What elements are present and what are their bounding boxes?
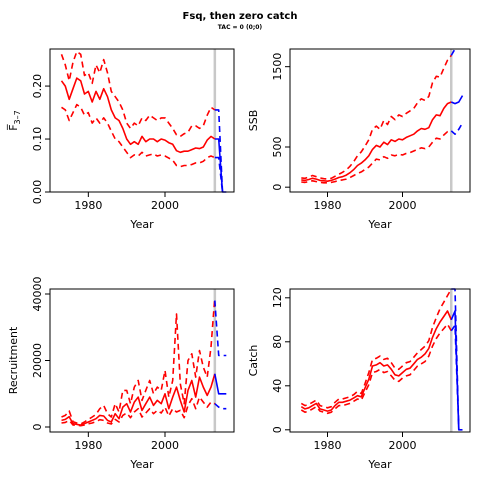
ssb-ytick-label-2: 1500 (271, 53, 284, 81)
catch-series-forecast-lower (450, 324, 460, 430)
recruitment-xtick-label-2000: 2000 (151, 439, 179, 452)
recruitment-ylabel: Recruitment (7, 326, 20, 394)
catch-series-estimate (300, 310, 453, 412)
recruitment-series-upper (61, 297, 216, 425)
catch-plot-frame (289, 288, 471, 433)
ssb-series-lower (301, 130, 452, 184)
ssb-series-forecast-lower (450, 122, 464, 135)
fbar-ytick-label-0: 0.00 (31, 180, 44, 205)
catch-ytick-label-2: 80 (271, 335, 284, 349)
recruitment-series-estimate (61, 373, 216, 426)
ssb-xlabel: Year (367, 218, 392, 231)
recruitment-xtick-label-1980: 1980 (74, 439, 102, 452)
recruitment-ytick-label-1: 20000 (31, 343, 44, 378)
fbar-xtick-label-1980: 1980 (74, 199, 102, 212)
recruitment-series-forecast-upper (214, 300, 227, 357)
catch-series-upper (300, 288, 452, 409)
fbar-xlabel: Year (129, 218, 154, 231)
catch-ylabel: Catch (247, 345, 260, 377)
fbar-series-upper (60, 50, 216, 138)
fbar-xtick-label-2000: 2000 (151, 199, 179, 212)
ssb-series-estimate (301, 101, 452, 182)
fbar-plot-frame (49, 48, 235, 193)
ssb-ylabel: SSB (247, 110, 260, 132)
fbar-ylabel-main: F̅ (7, 123, 20, 130)
recruitment-series-forecast-lower (214, 403, 227, 410)
recruitment-series-lower (61, 396, 216, 427)
ssb-xtick-label-1980: 1980 (314, 199, 342, 212)
ssb-ytick-label-0: 0 (271, 184, 284, 191)
figure-subtitle: TAC = 0 (0;0) (217, 24, 263, 31)
fbar-series-forecast-upper (214, 109, 224, 193)
recruitment-ytick-label-0: 0 (31, 424, 44, 431)
recruitment-series-forecast (214, 373, 227, 395)
ssb-series-forecast-upper (450, 48, 456, 56)
ssb-ytick-label-1: 500 (271, 137, 284, 158)
fbar-series-forecast-lower (214, 156, 224, 193)
fbar-series-lower (61, 103, 216, 168)
catch-ytick-label-0: 0 (271, 426, 284, 433)
catch-xtick-label-2000: 2000 (389, 439, 417, 452)
catch-xlabel: Year (367, 458, 392, 471)
catch-ytick-label-3: 120 (271, 287, 284, 308)
catch-series-lower (300, 323, 452, 415)
recruitment-xlabel: Year (129, 458, 154, 471)
fbar-ytick-label-2: 0.20 (31, 74, 44, 99)
fbar-series-estimate (60, 77, 216, 154)
figure-title: Fsq, then zero catch (182, 11, 298, 22)
ssb-xtick-label-2000: 2000 (389, 199, 417, 212)
fbar-ylabel: F̅3–7 (7, 110, 22, 131)
ssb-series-upper (301, 54, 452, 180)
catch-xtick-label-1980: 1980 (314, 439, 342, 452)
fbar-ytick-label-1: 0.10 (31, 127, 44, 152)
recruitment-ytick-label-2: 40000 (31, 276, 44, 311)
ssb-series-forecast (450, 95, 464, 105)
ssb-plot-frame (289, 48, 471, 193)
fbar-ylabel-sub: 3–7 (13, 110, 22, 124)
catch-ytick-label-1: 40 (271, 379, 284, 393)
